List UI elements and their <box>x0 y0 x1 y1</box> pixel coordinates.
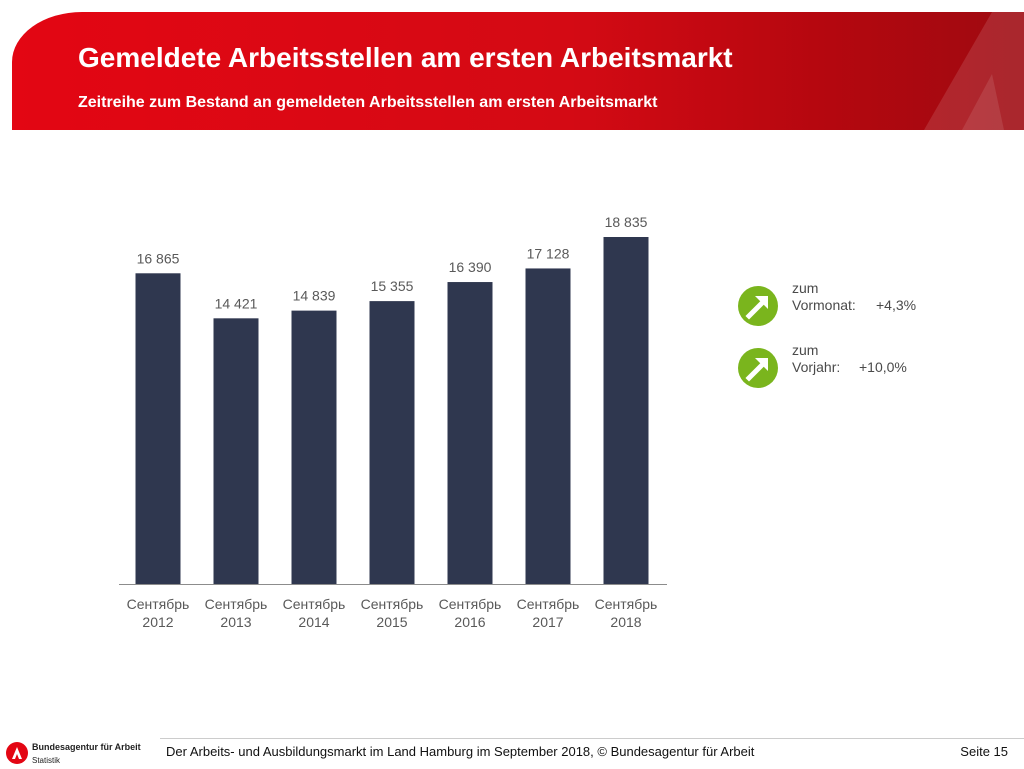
bar-2013 <box>213 318 259 584</box>
bar-2012 <box>135 273 181 584</box>
footer-org: Bundesagentur für Arbeit <box>32 742 141 752</box>
indicator-label-zum: zum <box>792 342 819 358</box>
footer-dept: Statistik <box>32 756 61 765</box>
bar-2014 <box>291 310 337 584</box>
tick-label-month: Сентябрь <box>595 596 658 612</box>
indicator-value-vorjahr: +10,0% <box>859 359 907 375</box>
page-title: Gemeldete Arbeitsstellen am ersten Arbei… <box>78 42 733 73</box>
ba-logo-icon <box>924 12 1024 130</box>
tick-label-month: Сентябрь <box>361 596 424 612</box>
page-subtitle: Zeitreihe zum Bestand an gemeldeten Arbe… <box>78 94 658 111</box>
data-label-2018: 18 835 <box>605 214 648 230</box>
indicator-vorjahr: zum Vorjahr: +10,0% <box>738 342 958 392</box>
tick-label-year: 2012 <box>142 614 173 630</box>
data-label-2012: 16 865 <box>137 250 180 266</box>
data-label-2017: 17 128 <box>527 245 570 261</box>
tick-label-month: Сентябрь <box>205 596 268 612</box>
bar-2018 <box>603 237 649 584</box>
bar-2015 <box>369 301 415 584</box>
tick-label-year: 2017 <box>532 614 563 630</box>
footer-divider <box>160 738 1024 739</box>
data-label-2016: 16 390 <box>449 259 492 275</box>
tick-label-year: 2014 <box>298 614 329 630</box>
tick-label-year: 2016 <box>454 614 485 630</box>
footer-caption: Der Arbeits- und Ausbildungsmarkt im Lan… <box>166 744 755 759</box>
indicator-vormonat: zum Vormonat: +4,3% <box>738 280 958 330</box>
footer-logo: Bundesagentur für Arbeit Statistik <box>6 740 156 768</box>
tick-label-year: 2018 <box>610 614 641 630</box>
tick-label-month: Сентябрь <box>283 596 346 612</box>
data-label-2013: 14 421 <box>215 295 258 311</box>
data-label-2015: 15 355 <box>371 278 414 294</box>
tick-label-year: 2015 <box>376 614 407 630</box>
bar-2016 <box>447 282 493 584</box>
ba-logo-small-icon <box>6 742 28 764</box>
tick-label-year: 2013 <box>220 614 251 630</box>
arrow-up-right-icon <box>738 286 778 326</box>
data-label-2014: 14 839 <box>293 288 336 304</box>
header-banner: Gemeldete Arbeitsstellen am ersten Arbei… <box>12 12 1024 130</box>
indicator-value-vormonat: +4,3% <box>876 297 917 313</box>
tick-label-month: Сентябрь <box>439 596 502 612</box>
tick-label-month: Сентябрь <box>127 596 190 612</box>
indicator-label-zum: zum <box>792 280 819 296</box>
arrow-up-right-icon <box>738 348 778 388</box>
bar-2017 <box>525 268 571 584</box>
page-number: Seite 15 <box>960 744 1008 759</box>
indicator-label-vormonat: Vormonat: <box>792 297 856 313</box>
indicator-label-vorjahr: Vorjahr: <box>792 359 841 375</box>
tick-label-month: Сентябрь <box>517 596 580 612</box>
